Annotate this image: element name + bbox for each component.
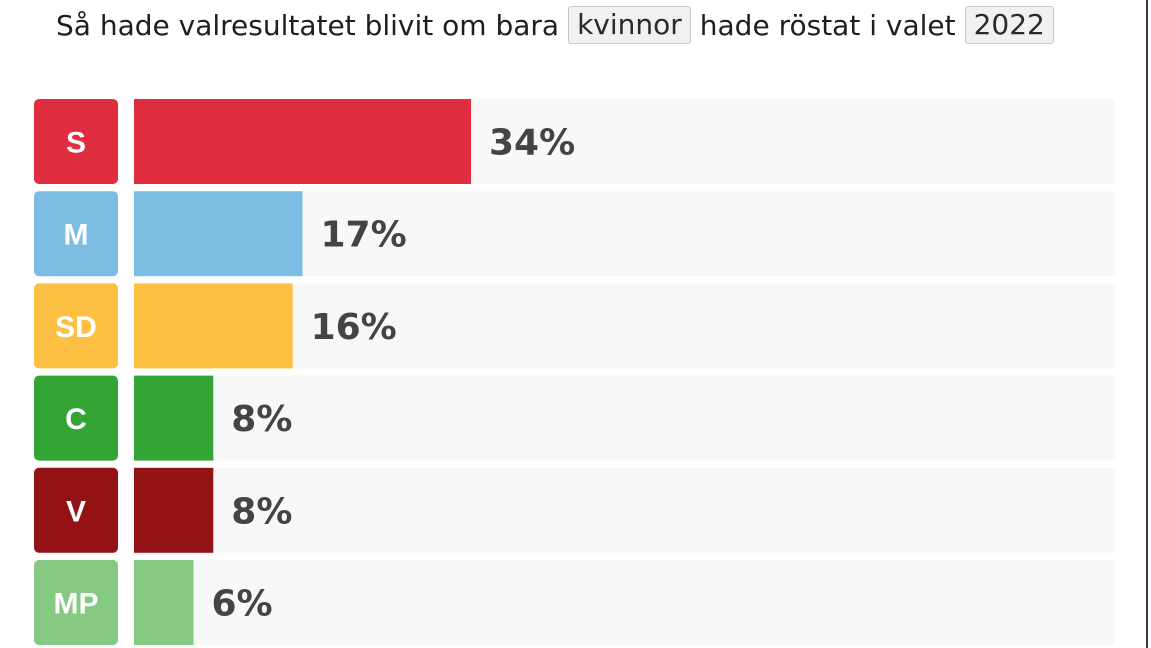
chart-headline: Så hade valresultatet blivit om bara kvi…	[56, 2, 1063, 48]
bar-track-mp	[134, 560, 1115, 645]
election-year-select[interactable]: 2022	[964, 6, 1054, 44]
bar-s	[134, 99, 471, 184]
bar-mp	[134, 560, 194, 645]
bar-sd	[134, 283, 293, 369]
party-badge-s	[34, 99, 118, 184]
value-label-c: 8%	[231, 399, 292, 440]
frame-border	[1146, 0, 1148, 648]
value-label-s: 34%	[489, 123, 575, 164]
headline-prefix: Så hade valresultatet blivit om bara	[56, 8, 560, 42]
bar-c	[134, 375, 214, 461]
party-label-sd: SD	[55, 311, 97, 344]
party-badge-sd	[34, 283, 118, 369]
party-label-c: C	[65, 403, 87, 436]
bar-track-sd	[134, 283, 1115, 369]
headline-middle: hade röstat i valet	[699, 8, 956, 42]
voter-group-select[interactable]: kvinnor	[568, 6, 691, 44]
bar-track-v	[134, 467, 1115, 553]
party-badge-v	[34, 467, 118, 553]
value-label-m: 17%	[321, 215, 407, 256]
bar-v	[134, 467, 214, 553]
party-label-v: V	[66, 495, 86, 528]
party-badge-mp	[34, 560, 118, 645]
party-label-m: M	[64, 219, 89, 252]
value-label-v: 8%	[231, 491, 292, 532]
party-label-s: S	[66, 127, 86, 160]
party-badge-m	[34, 191, 118, 277]
value-label-sd: 16%	[311, 307, 397, 348]
party-badge-c	[34, 375, 118, 461]
bar-m	[134, 191, 303, 277]
bar-track-c	[134, 375, 1115, 461]
party-label-mp: MP	[54, 588, 99, 621]
value-label-mp: 6%	[211, 584, 272, 625]
